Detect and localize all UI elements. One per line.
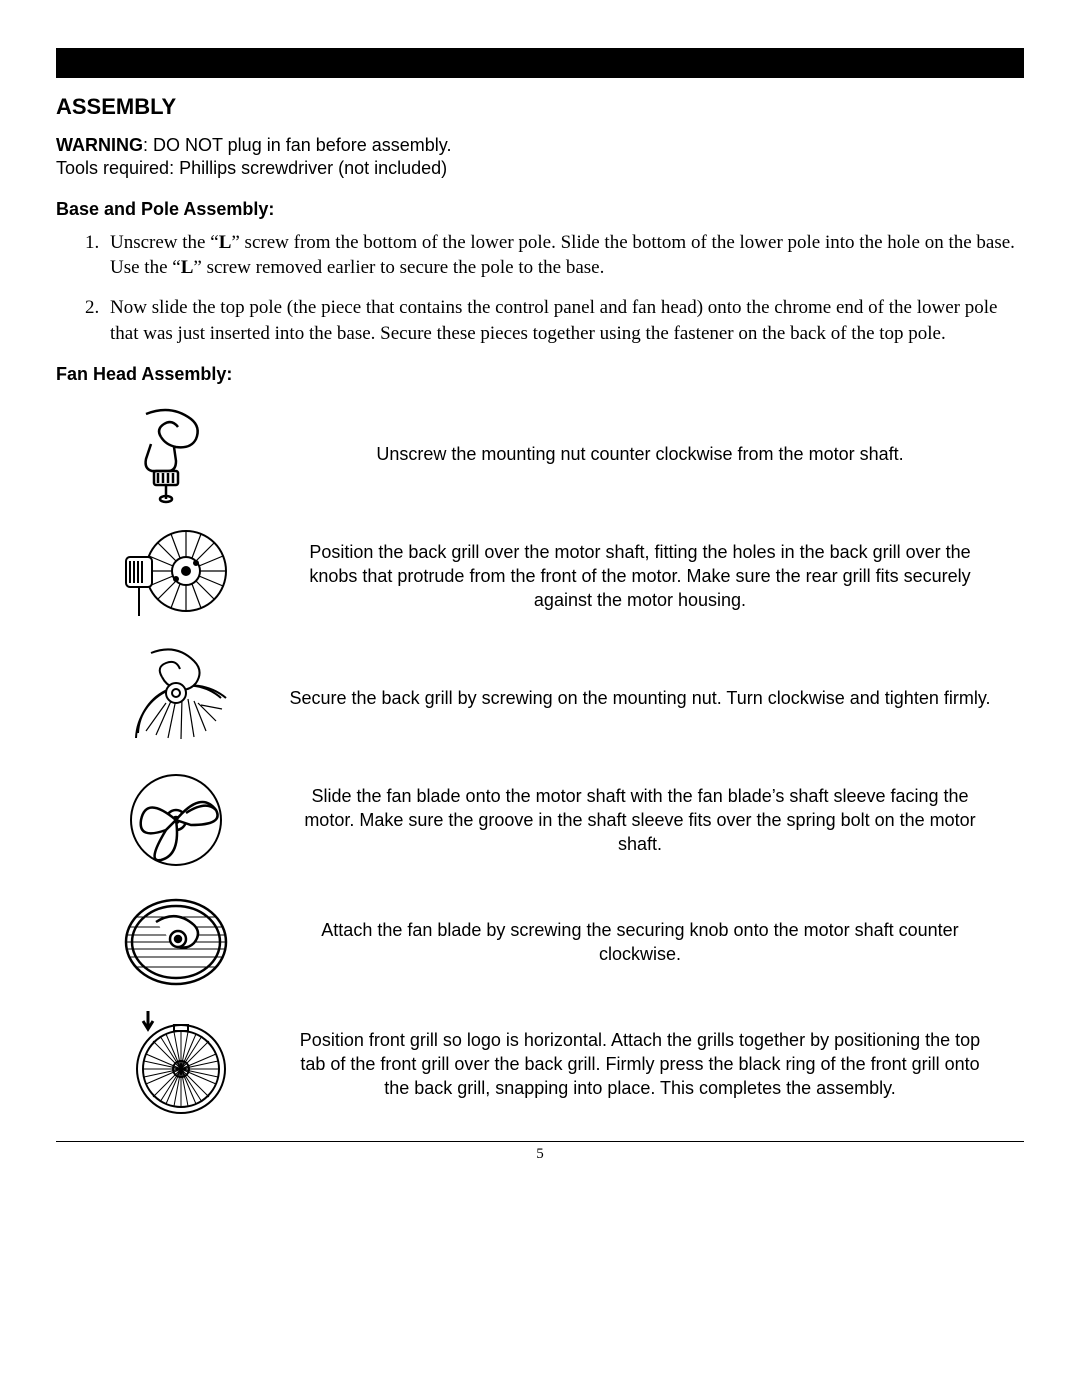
section-title: ASSEMBLY xyxy=(56,94,1024,120)
step1-part-c: ” screw removed earlier to secure the po… xyxy=(193,257,604,278)
fan-step-text: Slide the fan blade onto the motor shaft… xyxy=(286,784,1024,857)
tools-line: Tools required: Phillips screwdriver (no… xyxy=(56,157,1024,180)
page-number: 5 xyxy=(56,1146,1024,1163)
base-pole-step-1: Unscrew the “L” screw from the bottom of… xyxy=(104,230,1024,281)
base-pole-step-2: Now slide the top pole (the piece that c… xyxy=(104,295,1024,346)
fan-step-text: Unscrew the mounting nut counter clockwi… xyxy=(286,442,1024,466)
fan-head-steps: Unscrew the mounting nut counter clockwi… xyxy=(56,395,1024,1127)
footer-rule xyxy=(56,1141,1024,1142)
step1-part-a: Unscrew the “ xyxy=(110,232,219,253)
step1-L1: L xyxy=(219,232,232,253)
illustration-slide-fan-blade xyxy=(106,764,246,876)
fan-step-row: Secure the back grill by screwing on the… xyxy=(56,639,1024,757)
illustration-secure-back-grill xyxy=(106,642,246,754)
illustration-attach-fan-blade xyxy=(106,886,246,998)
illustration-unscrew-nut xyxy=(106,398,246,510)
warning-text: : DO NOT plug in fan before assembly. xyxy=(143,135,451,155)
fan-step-text: Secure the back grill by screwing on the… xyxy=(286,686,1024,710)
header-bar xyxy=(56,48,1024,78)
fan-step-row: Position front grill so logo is horizont… xyxy=(56,1005,1024,1123)
fan-step-row: Unscrew the mounting nut counter clockwi… xyxy=(56,395,1024,513)
fan-step-text: Position the back grill over the motor s… xyxy=(286,540,1024,613)
page: ASSEMBLY WARNING: DO NOT plug in fan bef… xyxy=(0,0,1080,1397)
fan-step-text: Attach the fan blade by screwing the sec… xyxy=(286,918,1024,967)
step1-L2: L xyxy=(181,257,194,278)
illustration-position-front-grill xyxy=(106,1008,246,1120)
fan-head-heading: Fan Head Assembly: xyxy=(56,364,1024,385)
fan-step-row: Position the back grill over the motor s… xyxy=(56,517,1024,635)
fan-step-row: Attach the fan blade by screwing the sec… xyxy=(56,883,1024,1001)
fan-step-text: Position front grill so logo is horizont… xyxy=(286,1028,1024,1101)
base-pole-heading: Base and Pole Assembly: xyxy=(56,199,1024,220)
base-pole-steps: Unscrew the “L” screw from the bottom of… xyxy=(56,230,1024,347)
warning-label: WARNING xyxy=(56,135,143,155)
fan-step-row: Slide the fan blade onto the motor shaft… xyxy=(56,761,1024,879)
warning-line: WARNING: DO NOT plug in fan before assem… xyxy=(56,134,1024,157)
illustration-position-back-grill xyxy=(106,520,246,632)
